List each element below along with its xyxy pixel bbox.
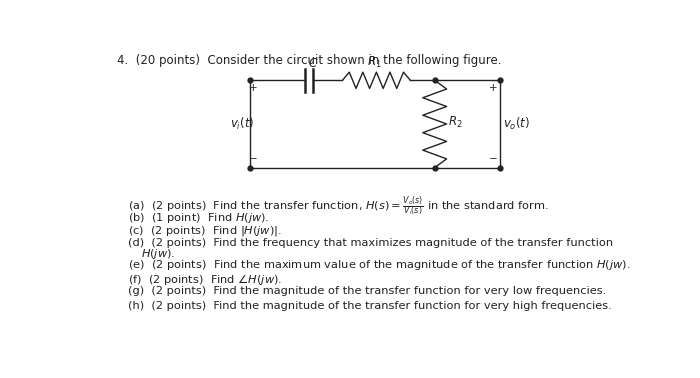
Text: $C$: $C$: [307, 57, 318, 70]
Text: (b)  (1 point)  Find $H(jw)$.: (b) (1 point) Find $H(jw)$.: [128, 211, 270, 225]
Text: (a)  (2 points)  Find the transfer function, $H(s) = \frac{V_o(s)}{V_i(s)}$ in t: (a) (2 points) Find the transfer functio…: [128, 195, 549, 219]
Text: $-$: $-$: [488, 152, 498, 163]
Text: $-$: $-$: [248, 152, 258, 163]
Text: $+$: $+$: [488, 82, 498, 93]
Text: (d)  (2 points)  Find the frequency that maximizes magnitude of the transfer fun: (d) (2 points) Find the frequency that m…: [128, 238, 613, 248]
Text: $v_o(t)$: $v_o(t)$: [503, 116, 530, 132]
Text: $+$: $+$: [248, 82, 258, 93]
Text: $H(jw)$.: $H(jw)$.: [141, 247, 175, 261]
Text: (g)  (2 points)  Find the magnitude of the transfer function for very low freque: (g) (2 points) Find the magnitude of the…: [128, 287, 606, 296]
Text: (f)  (2 points)  Find $\angle H(jw)$.: (f) (2 points) Find $\angle H(jw)$.: [128, 272, 282, 287]
Text: $v_i(t)$: $v_i(t)$: [230, 116, 254, 132]
Text: (e)  (2 points)  Find the maximum value of the magnitude of the transfer functio: (e) (2 points) Find the maximum value of…: [128, 258, 631, 272]
Text: 4.  (20 points)  Consider the circuit shown in the following figure.: 4. (20 points) Consider the circuit show…: [118, 54, 502, 67]
Text: (c)  (2 points)  Find $|H(jw)|$.: (c) (2 points) Find $|H(jw)|$.: [128, 225, 282, 239]
Text: $R_2$: $R_2$: [448, 115, 463, 130]
Text: (h)  (2 points)  Find the magnitude of the transfer function for very high frequ: (h) (2 points) Find the magnitude of the…: [128, 301, 612, 311]
Text: $R_1$: $R_1$: [367, 55, 382, 70]
